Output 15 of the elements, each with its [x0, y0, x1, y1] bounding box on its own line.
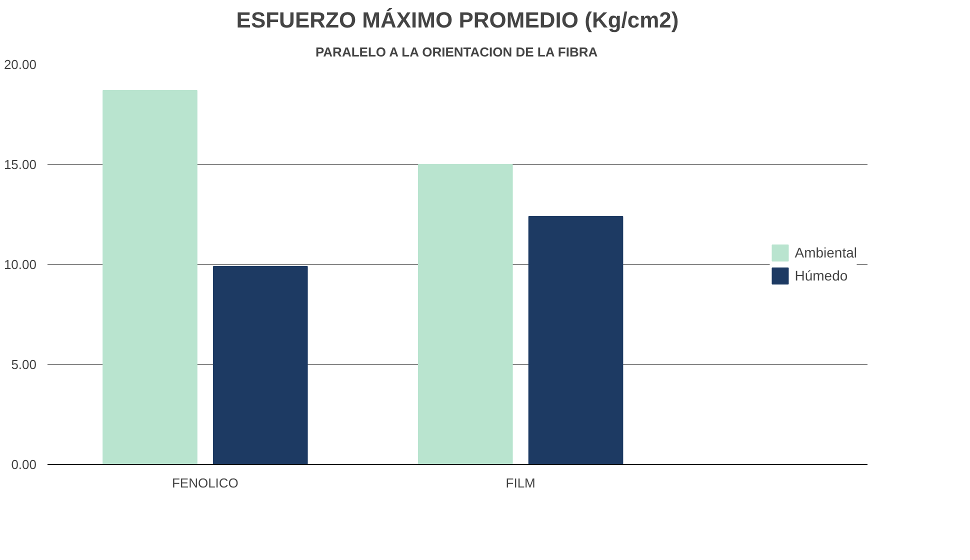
bar — [212, 266, 308, 464]
y-tick-label: 10.00 — [4, 257, 37, 272]
y-tick-label: 15.00 — [4, 157, 37, 172]
y-tick-label: 0.00 — [11, 457, 37, 472]
x-tick-label: FILM — [506, 476, 536, 490]
legend-label: Ambiental — [794, 244, 857, 260]
chart-subtitle: PARALELO A LA ORIENTACION DE LA FIBRA — [315, 44, 598, 60]
legend-label: Húmedo — [794, 268, 848, 284]
bar — [418, 164, 513, 464]
chart-title: ESFUERZO MÁXIMO PROMEDIO (Kg/cm2) — [236, 8, 679, 32]
bar — [528, 216, 624, 464]
bar — [102, 90, 198, 464]
y-tick-label: 20.00 — [4, 57, 37, 72]
x-tick-label: FENOLICO — [172, 476, 238, 490]
y-tick-label: 5.00 — [11, 357, 37, 372]
